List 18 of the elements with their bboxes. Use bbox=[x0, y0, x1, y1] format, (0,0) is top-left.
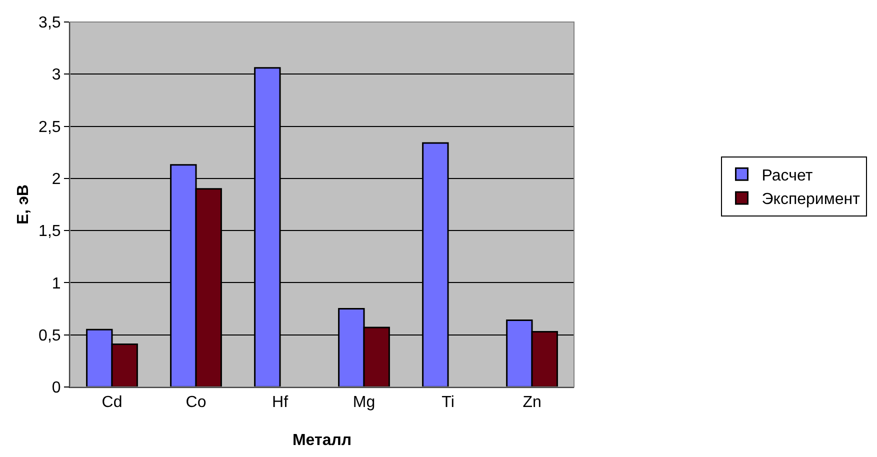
legend-label: Расчет bbox=[762, 167, 814, 184]
x-tick-label: Hf bbox=[272, 394, 289, 412]
y-tick-label: 0 bbox=[52, 380, 61, 397]
y-tick-label: 0,5 bbox=[38, 327, 61, 344]
x-axis-title: Металл bbox=[292, 432, 352, 449]
y-tick-label: 1 bbox=[52, 275, 61, 292]
y-tick-label: 3,5 bbox=[38, 14, 61, 32]
y-tick-label: 2,5 bbox=[38, 118, 61, 136]
y-tick-label: 2 bbox=[52, 171, 61, 188]
legend-label: Эксперимент bbox=[762, 191, 861, 208]
y-tick-label: 3 bbox=[52, 66, 61, 84]
x-tick-label: Zn bbox=[522, 394, 542, 412]
y-tick-label: 1,5 bbox=[38, 223, 61, 240]
x-tick-label: Co bbox=[186, 394, 206, 412]
x-tick-label: Cd bbox=[102, 394, 122, 412]
x-tick-label: Mg bbox=[352, 394, 376, 412]
x-tick-label: Ti bbox=[442, 394, 454, 412]
y-axis-title: E, эВ bbox=[15, 184, 32, 224]
